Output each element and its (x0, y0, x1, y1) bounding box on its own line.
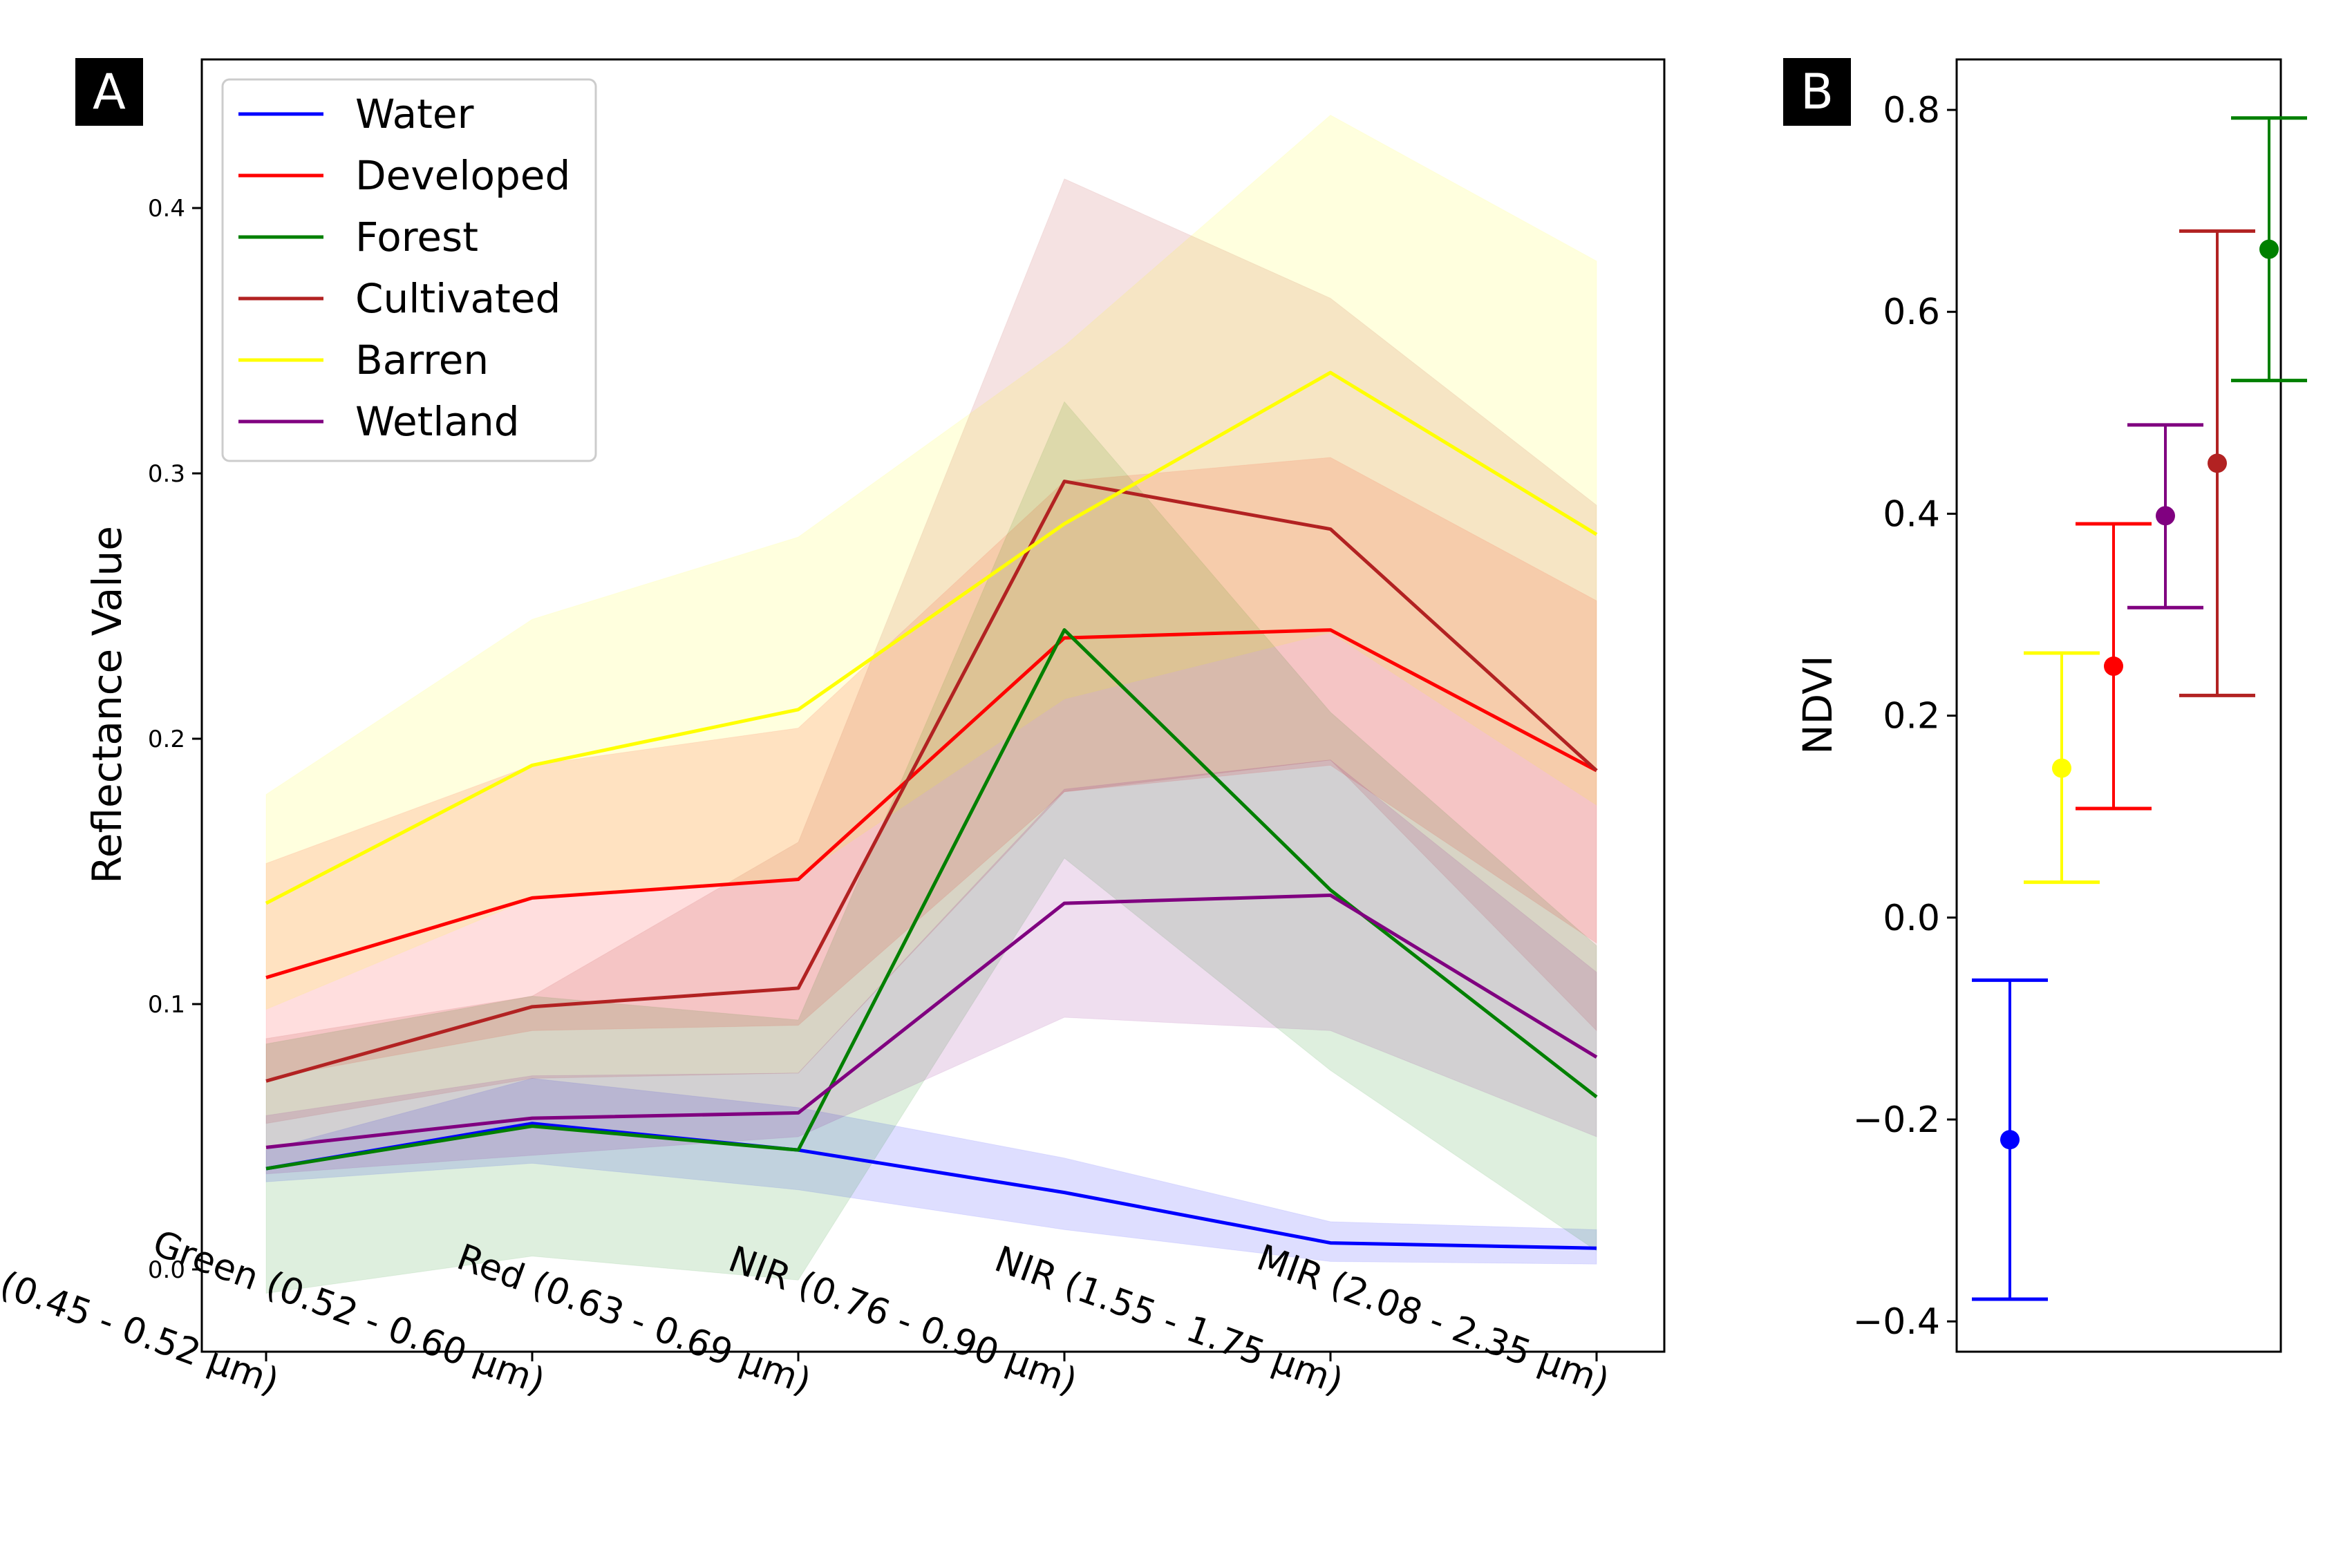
legend-label-water: Water (355, 91, 474, 138)
band-wetland (265, 759, 1597, 1175)
y-tick-label: −0.4 (1853, 1301, 1940, 1343)
panel-a-axes-frame (200, 58, 1666, 1353)
panel-a-legend: Water Developed Forest Cultivated Barren Wetl… (221, 78, 597, 462)
y-tick-label: 0.2 (1883, 696, 1940, 737)
panel-b-errorbars (1972, 116, 2307, 1301)
panel-a-y-axis-label: Reflectance Value (84, 526, 131, 884)
line-wetland (265, 894, 1598, 1149)
errorbar-wetland (2127, 423, 2203, 610)
panel-a-bands (265, 115, 1597, 1294)
panel-b-y-axis-label: NDVI (1794, 655, 1841, 755)
line-developed (265, 628, 1598, 979)
point-cultivated (2208, 453, 2227, 473)
y-tick-label: 0.2 (148, 726, 185, 753)
panel-b-axes-frame (1955, 58, 2282, 1353)
panel-a-y-ticks: 0.0 0.1 0.2 0.3 0.4 (148, 195, 202, 1284)
y-tick-label: 0.4 (148, 195, 185, 223)
legend-label-developed: Developed (355, 152, 570, 199)
y-tick-label: 0.4 (1883, 493, 1940, 535)
point-wetland (2156, 506, 2175, 526)
y-tick-label: −0.2 (1853, 1099, 1940, 1141)
band-forest (265, 401, 1597, 1294)
panel-b-label-box (1783, 58, 1851, 126)
legend-label-barren: Barren (355, 337, 489, 384)
panel-b-chart: B −0.4 −0.2 0.0 0.2 0.4 0.6 0.8 NDVI (1783, 58, 2307, 1353)
panel-b-label: B (1800, 64, 1834, 120)
panel-a-lines (265, 370, 1598, 1250)
panel-a-chart: A 0.00.10.20.30.4 Blue (0.45 - 0.52 µm)G… (0, 58, 1666, 1403)
panel-a-label-box (75, 58, 143, 126)
line-forest (265, 628, 1598, 1171)
errorbar-forest (2231, 116, 2307, 383)
point-forest (2259, 239, 2279, 259)
point-barren (2052, 758, 2071, 778)
errorbar-developed (2076, 522, 2152, 811)
band-developed (265, 457, 1597, 1079)
band-cultivated (265, 178, 1597, 1124)
line-cultivated (265, 480, 1598, 1083)
y-tick-label: 0.1 (148, 991, 185, 1019)
y-tick-label: 0.6 (1883, 292, 1940, 333)
panel-b-y-ticks: −0.4 −0.2 0.0 0.2 0.4 0.6 0.8 (1853, 90, 1957, 1343)
line-water (265, 1122, 1597, 1250)
legend-label-wetland: Wetland (355, 398, 520, 445)
legend-label-cultivated: Cultivated (355, 275, 561, 322)
y-tick-label: 0.3 (148, 460, 185, 488)
errorbar-barren (2024, 651, 2100, 885)
errorbar-water (1972, 978, 2048, 1301)
y-tick-label: 0.8 (1883, 90, 1940, 131)
point-water (2000, 1130, 2020, 1150)
panel-a-label: A (93, 64, 126, 120)
line-barren (265, 370, 1598, 905)
y-tick-label: 0.0 (148, 1256, 185, 1284)
y-tick-label: 0.0 (1883, 898, 1940, 939)
errorbar-cultivated (2179, 229, 2255, 697)
legend-label-forest: Forest (355, 214, 478, 261)
point-developed (2104, 657, 2123, 677)
